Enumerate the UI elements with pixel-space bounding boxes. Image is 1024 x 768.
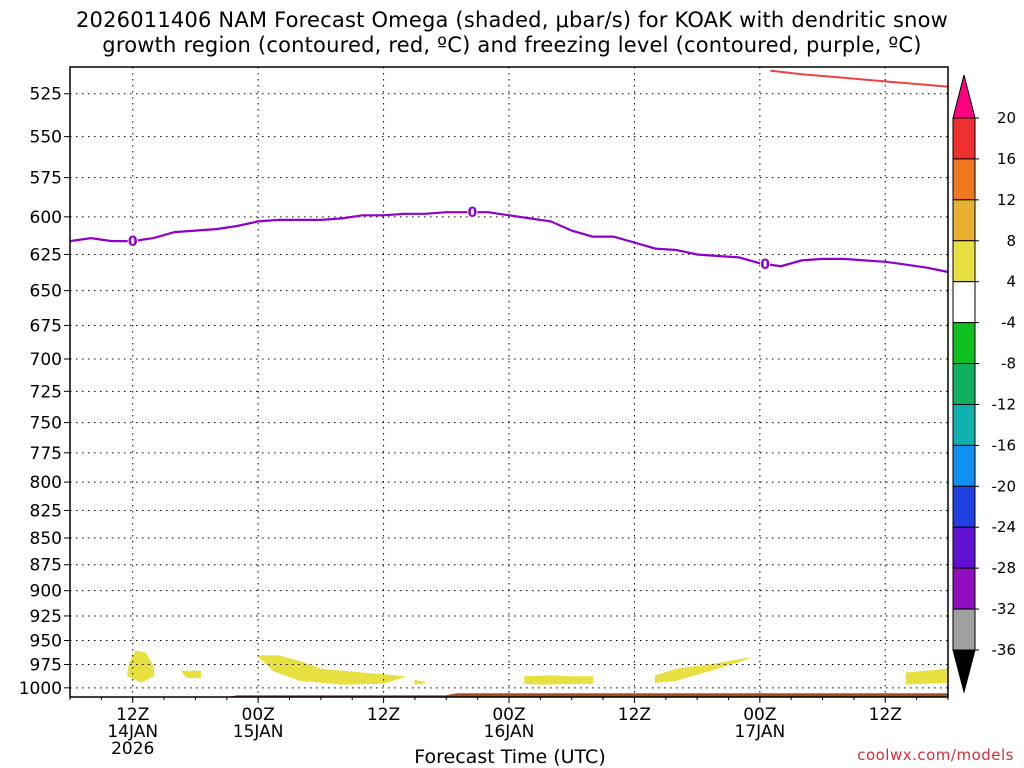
- omega-region-3: [256, 655, 405, 685]
- colorbar-label-8: -12: [992, 395, 1017, 413]
- dgz-contour-line: [770, 69, 949, 88]
- x-tick-label-6: 00Z: [743, 705, 776, 725]
- omega-region-7: [905, 668, 949, 685]
- y-tick-label-850: 850: [30, 529, 62, 549]
- colorbar-swatch-7: [952, 363, 976, 405]
- colorbar-swatch-4: [952, 240, 976, 283]
- y-tick-label-675: 675: [30, 316, 62, 336]
- y-tick-label-700: 700: [30, 350, 62, 370]
- y-tick-label-950: 950: [30, 632, 62, 652]
- freezing-level-line: [69, 211, 949, 274]
- x-tick-label-3: 12Z: [367, 705, 400, 725]
- colorbar-swatch-2: [952, 158, 976, 201]
- colorbar-label-11: -24: [992, 518, 1017, 536]
- colorbar-swatch-10: [952, 485, 976, 528]
- colorbar-swatch-5: [952, 281, 976, 324]
- x-tick-label-4: 00Z: [492, 705, 525, 725]
- chart-title-line1: 2026011406 NAM Forecast Omega (shaded, μ…: [75, 8, 949, 32]
- colorbar-swatch-6: [952, 322, 976, 365]
- colorbar-label-10: -20: [992, 477, 1017, 495]
- y-tick-label-800: 800: [30, 473, 62, 493]
- colorbar-swatch-13: [952, 608, 976, 651]
- chart-title-line2: growth region (contoured, red, ºC) and f…: [102, 33, 922, 57]
- colorbar: 20 16 12 8 4 -4 -8 -12 -16 -20 -24 -28 -32 -36: [952, 74, 1017, 694]
- colorbar-label-4: 8: [1006, 232, 1016, 250]
- omega-region-4: [414, 679, 426, 685]
- grid: [70, 67, 948, 697]
- colorbar-label-12: -28: [992, 559, 1017, 577]
- colorbar-label-5: 4: [1006, 273, 1016, 291]
- credit-link[interactable]: coolwx.com/models: [857, 746, 1014, 764]
- x-tick-label-5: 12Z: [618, 705, 651, 725]
- y-tick-label-875: 875: [30, 556, 62, 576]
- colorbar-label-6: -4: [1001, 314, 1016, 332]
- contour-lines: 0 0 0: [69, 69, 949, 274]
- omega-region-1: [126, 650, 155, 683]
- contour-label-bg-1: [127, 233, 138, 249]
- colorbar-label-3: 12: [997, 191, 1016, 209]
- x-tick-label-7: 12Z: [869, 705, 902, 725]
- y-tick-label-575: 575: [30, 169, 62, 189]
- y-tick-label-725: 725: [30, 382, 62, 402]
- x-tick-year-1: 2026: [111, 739, 154, 759]
- contour-label-bg-3: [760, 256, 771, 272]
- freezing-level-label-1: 0: [128, 234, 138, 250]
- x-tick-label-2: 00Z: [242, 705, 275, 725]
- colorbar-swatch-8: [952, 403, 976, 446]
- omega-region-5: [524, 675, 594, 685]
- x-tick-date-2: 15JAN: [233, 722, 284, 742]
- y-tick-label-625: 625: [30, 245, 62, 265]
- contour-label-bg-2: [467, 204, 478, 220]
- freezing-level-label-2: 0: [468, 205, 478, 221]
- y-tick-label-775: 775: [30, 444, 62, 464]
- colorbar-label-13: -32: [992, 600, 1017, 618]
- colorbar-label-1: 20: [997, 109, 1016, 127]
- x-axis-label: Forecast Time (UTC): [414, 746, 606, 768]
- x-tick-date-6: 17JAN: [735, 722, 786, 742]
- colorbar-swatch-9: [952, 444, 976, 487]
- x-tick-label-1: 12Z: [116, 705, 149, 725]
- y-tick-label-900: 900: [30, 582, 62, 602]
- x-tick-date-1: 14JAN: [107, 722, 158, 742]
- y-tick-label-650: 650: [30, 282, 62, 302]
- colorbar-label-9: -16: [992, 436, 1017, 454]
- y-tick-label-1000: 1000: [19, 679, 62, 699]
- colorbar-swatch-1: [952, 117, 976, 160]
- y-tick-label-925: 925: [30, 607, 62, 627]
- y-tick-label-750: 750: [30, 414, 62, 434]
- omega-region-6: [654, 657, 750, 683]
- y-tick-label-825: 825: [30, 501, 62, 521]
- colorbar-top-arrow: [952, 74, 976, 119]
- y-tick-label-550: 550: [30, 128, 62, 148]
- y-tick-label-975: 975: [30, 655, 62, 675]
- colorbar-label-2: 16: [997, 150, 1016, 168]
- colorbar-label-7: -8: [1001, 355, 1016, 373]
- colorbar-swatch-11: [952, 526, 976, 569]
- x-tick-date-4: 16JAN: [484, 722, 535, 742]
- colorbar-swatch-12: [952, 567, 976, 610]
- y-tick-label-600: 600: [30, 208, 62, 228]
- colorbar-bottom-arrow: [952, 649, 976, 694]
- colorbar-label-14: -36: [992, 641, 1017, 659]
- omega-region-2: [180, 670, 202, 679]
- freezing-level-label-3: 0: [760, 257, 770, 273]
- y-axis: 525 550 575 600 625 650 675 700 725 750 775 800 825 8…: [19, 85, 70, 699]
- colorbar-swatch-3: [952, 199, 976, 242]
- y-tick-label-525: 525: [30, 85, 62, 105]
